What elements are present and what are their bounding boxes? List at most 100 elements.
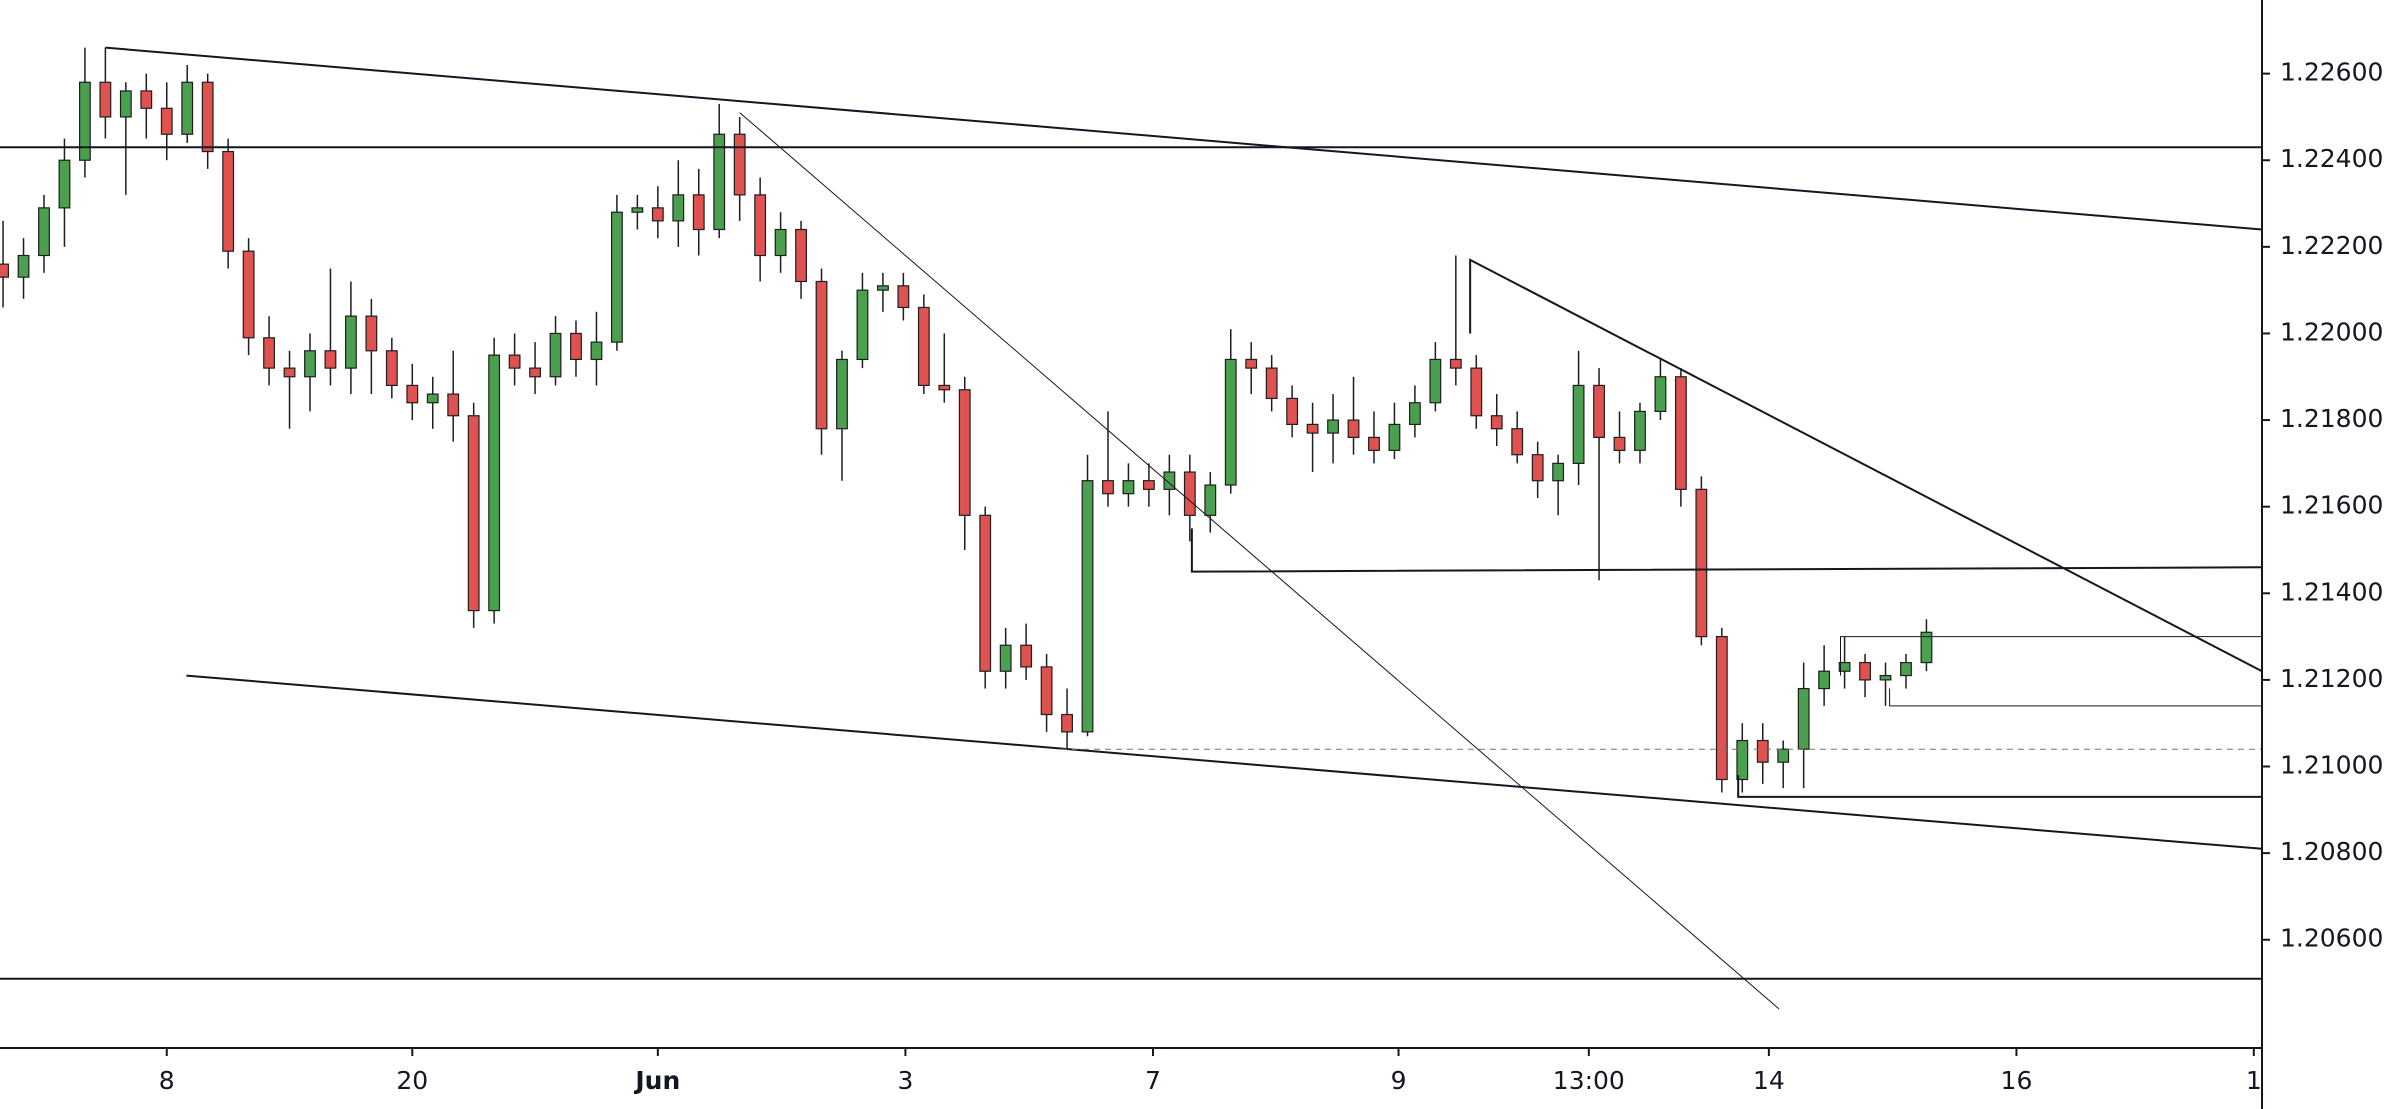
- candle-body: [1408, 402, 1421, 425]
- candle-body: [17, 254, 30, 278]
- trend-line: [1469, 258, 2262, 673]
- candle-body: [1859, 661, 1871, 681]
- candle-body: [1470, 367, 1483, 417]
- candle-body: [1634, 410, 1646, 451]
- candle-body: [1797, 687, 1810, 750]
- x-tick-label: 16: [2001, 1066, 2033, 1095]
- plot-area: [0, 46, 2262, 1010]
- candle-body: [1552, 462, 1565, 482]
- candle-body: [426, 393, 439, 404]
- candle-body: [1040, 666, 1053, 716]
- candle-body: [385, 350, 398, 387]
- candle-body: [1818, 670, 1831, 690]
- candle-body: [1736, 739, 1749, 781]
- trend-line: [105, 46, 2262, 231]
- candle-body: [1327, 419, 1339, 434]
- y-tick-label: 1.21200: [2280, 664, 2383, 693]
- candle-body: [283, 367, 296, 378]
- candle-body: [1142, 480, 1155, 490]
- x-tick-label: 3: [897, 1066, 913, 1095]
- candle-body: [1122, 480, 1135, 495]
- candle-body: [570, 332, 582, 361]
- candle-body: [1531, 454, 1544, 482]
- candle-body: [0, 263, 9, 278]
- candle-body: [38, 207, 50, 257]
- candle-body: [1490, 415, 1503, 430]
- y-tick-label: 1.20600: [2280, 924, 2383, 953]
- candle-body: [1756, 739, 1769, 763]
- x-tick-label: Jun: [633, 1066, 680, 1095]
- trend-line: [186, 674, 2262, 850]
- candle-body: [529, 367, 541, 378]
- candle-body: [795, 228, 807, 283]
- candle-body: [1163, 471, 1176, 490]
- candle-body: [1593, 384, 1605, 438]
- x-tick-label: 9: [1391, 1066, 1407, 1095]
- candle-body: [181, 81, 194, 135]
- trend-line: [1889, 688, 2262, 707]
- y-tick-label: 1.22200: [2280, 231, 2383, 260]
- candle-body: [1204, 484, 1217, 516]
- candle-body: [1265, 367, 1278, 400]
- candle-body: [1102, 480, 1114, 495]
- candle-body: [1900, 661, 1912, 677]
- candle-body: [1715, 635, 1728, 781]
- candle-body: [508, 354, 521, 369]
- candle-body: [672, 194, 685, 222]
- y-tick-label: 1.22600: [2280, 58, 2383, 87]
- candle-body: [1368, 436, 1380, 451]
- y-tick-label: 1.21000: [2280, 751, 2383, 780]
- y-tick-label: 1.21800: [2280, 404, 2383, 433]
- candle-body: [1695, 488, 1708, 638]
- candle-body: [242, 250, 255, 339]
- y-tick-label: 1.21600: [2280, 491, 2383, 520]
- candle-body: [1020, 644, 1033, 668]
- candle-body: [447, 393, 460, 417]
- candle-body: [979, 514, 992, 672]
- x-tick-label: 7: [1145, 1066, 1161, 1095]
- y-tick-label: 1.21400: [2280, 577, 2383, 606]
- candle-body: [1306, 423, 1319, 434]
- candle-body: [1838, 661, 1851, 672]
- candle-body: [651, 207, 664, 222]
- x-tick-label: 14: [1753, 1066, 1785, 1095]
- candle-body: [549, 332, 562, 378]
- candle-body: [1879, 674, 1892, 681]
- candle-body: [1674, 376, 1687, 490]
- x-tick-label: 1: [2246, 1066, 2262, 1095]
- candle-body: [488, 354, 501, 612]
- candle-body: [1061, 713, 1073, 733]
- candle-body: [876, 285, 889, 291]
- candle-body: [733, 133, 746, 196]
- trend-line: [1737, 775, 2262, 798]
- candle-body: [590, 341, 603, 361]
- candle-body: [406, 384, 419, 404]
- candle-body: [119, 90, 132, 118]
- candle-body: [836, 358, 848, 430]
- candle-body: [1183, 471, 1196, 516]
- x-tick-label: 13:00: [1553, 1066, 1625, 1095]
- candle-body: [610, 211, 623, 343]
- candle-body: [1347, 419, 1360, 438]
- trend-line: [1839, 636, 2262, 676]
- candle-body: [897, 285, 910, 309]
- candle-body: [815, 280, 828, 430]
- trend-line: [1190, 528, 2262, 573]
- y-tick-label: 1.22000: [2280, 317, 2383, 346]
- candle-body: [140, 90, 153, 109]
- candle-body: [774, 228, 787, 257]
- candle-body: [1081, 480, 1094, 733]
- candle-body: [1388, 423, 1401, 451]
- candle-body: [1613, 436, 1626, 451]
- candle-body: [856, 289, 869, 361]
- candle-body: [263, 337, 275, 369]
- candle-body: [99, 81, 112, 118]
- candle-body: [958, 389, 971, 516]
- candle-body: [631, 207, 644, 213]
- candle-body: [1572, 384, 1585, 464]
- candle-body: [201, 81, 214, 153]
- candle-body: [365, 315, 378, 352]
- candle-body: [1245, 358, 1258, 369]
